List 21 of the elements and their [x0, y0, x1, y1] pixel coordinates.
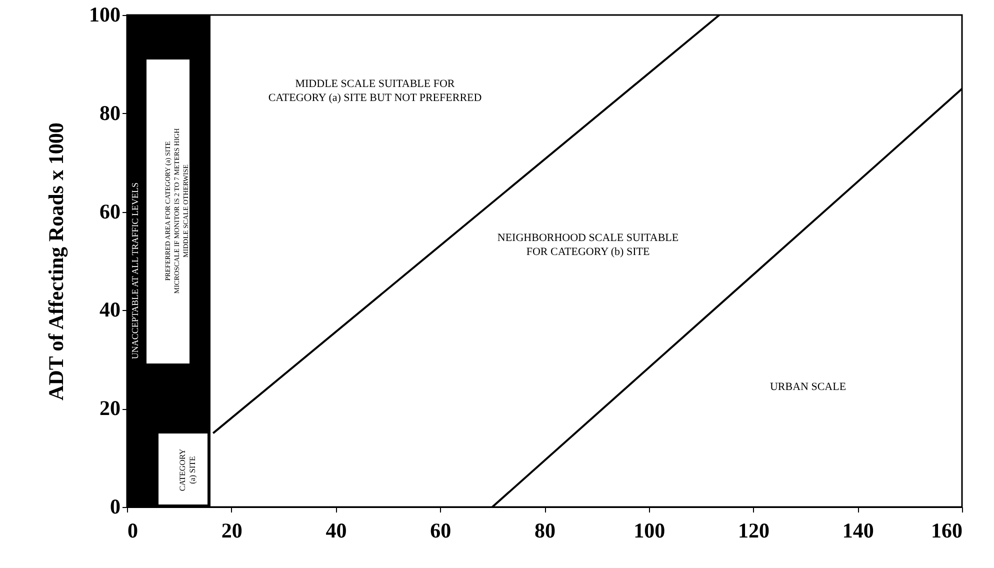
y-axis-title: ADT of Affecting Roads x 1000 [44, 122, 68, 400]
x-tick-label: 20 [221, 518, 242, 542]
annotation: NEIGHBORHOOD SCALE SUITABLE FOR CATEGORY (b) SITE [497, 232, 679, 258]
annotation: MIDDLE SCALE SUITABLE FOR CATEGORY (a) SITE BUT NOT PREFERRED [268, 78, 482, 104]
x-tick-label: 40 [326, 518, 347, 542]
annotation: URBAN SCALE [770, 381, 846, 393]
y-tick-label: 80 [100, 100, 120, 125]
band-label: UNACCEPTABLE AT ALL TRAFFIC LEVELS [130, 182, 140, 360]
y-tick-label: 100 [89, 2, 120, 26]
y-tick-label: 20 [100, 396, 120, 420]
x-tick-label: 120 [738, 518, 770, 542]
y-tick-label: 60 [100, 199, 120, 224]
x-tick-label: 160 [931, 518, 962, 542]
x-tick-label: 60 [430, 518, 452, 542]
x-tick-label: 0 [128, 518, 138, 542]
annotation: CATEGORY (a) SITE [178, 448, 197, 492]
x-tick-label: 80 [534, 518, 556, 542]
x-tick-label: 100 [634, 518, 666, 542]
y-tick-label: 40 [100, 298, 120, 322]
y-tick-label: 0 [110, 494, 120, 518]
x-tick-label: 140 [842, 518, 874, 542]
